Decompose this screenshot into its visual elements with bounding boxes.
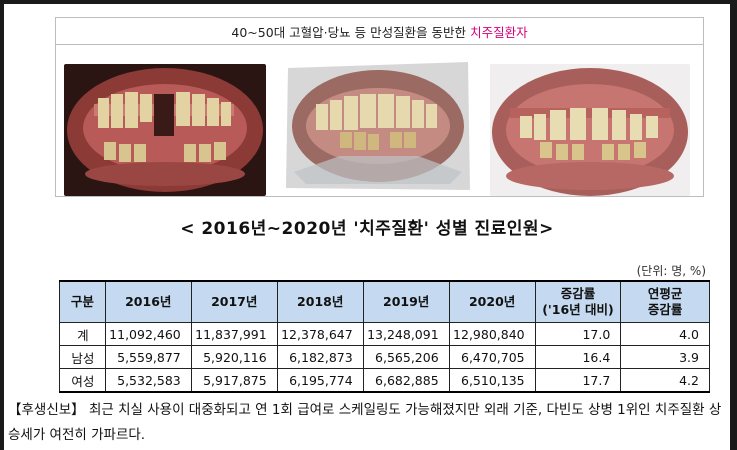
photo-caption: 40~50대 고혈압·당뇨 등 만성질환을 동반한 치주질환자 [56, 18, 703, 45]
table-title: < 2016년~2020년 '치주질환' 성별 진료인원> [180, 219, 554, 239]
table-cell: 4.0 [620, 322, 710, 346]
table-row: 여성 5,532,583 5,917,875 6,195,774 6,682,885 6,… [59, 368, 710, 393]
column-header: 2018년 [276, 280, 364, 323]
table-cell: 5,532,583 [104, 368, 192, 393]
row-label: 여성 [59, 368, 106, 393]
table-cell: 17.7 [534, 368, 622, 393]
unit-note: (단위: 명, %) [636, 264, 706, 278]
article-lead-text: 【후생신보】 최근 치실 사용이 대중화되고 연 1회 급여로 스케일링도 가능… [8, 402, 722, 443]
dental-photo-3 [490, 64, 690, 196]
table-row: 계 11,092,460 11,837,991 12,378,647 13,248,09… [59, 322, 710, 346]
article-page: 40~50대 고혈압·당뇨 등 만성질환을 동반한 치주질환자 [4, 4, 730, 450]
table-header-row: 구분 2016년 2017년 2018년 2019년 2020년 증감률 ('16년 대비)… [59, 280, 710, 323]
column-header: 2017년 [190, 280, 278, 323]
table-cell: 6,682,885 [362, 368, 450, 393]
table-cell: 5,917,875 [190, 368, 278, 393]
table-cell: 12,980,840 [448, 322, 536, 346]
table-cell: 17.0 [534, 322, 622, 346]
table-cell: 13,248,091 [362, 322, 450, 346]
table-cell: 11,837,991 [190, 322, 278, 346]
table-cell: 16.4 [534, 345, 622, 369]
photo-panel: 40~50대 고혈압·당뇨 등 만성질환을 동반한 치주질환자 [55, 17, 704, 197]
dental-photo-1 [64, 64, 266, 196]
caption-text: 40~50대 고혈압·당뇨 등 만성질환을 동반한 [231, 24, 467, 40]
table-row: 남성 5,559,877 5,920,116 6,182,873 6,565,206 6,… [59, 345, 710, 369]
table-cell: 6,195,774 [276, 368, 364, 393]
table-cell: 6,470,705 [448, 345, 536, 369]
column-header: 증감률 ('16년 대비) [534, 280, 622, 323]
column-header: 2020년 [448, 280, 536, 323]
column-header: 연평균 증감률 [620, 280, 710, 323]
table-cell: 4.2 [620, 368, 710, 393]
table-cell: 5,559,877 [104, 345, 192, 369]
patients-by-gender-table: 구분 2016년 2017년 2018년 2019년 2020년 증감률 ('16년 대비)… [59, 280, 710, 393]
table-cell: 12,378,647 [276, 322, 364, 346]
caption-highlight: 치주질환자 [470, 24, 528, 40]
table-cell: 11,092,460 [104, 322, 192, 346]
table-cell: 6,510,135 [448, 368, 536, 393]
column-header: 2019년 [362, 280, 450, 323]
table-cell: 6,565,206 [362, 345, 450, 369]
row-label: 남성 [59, 345, 106, 369]
row-label: 계 [59, 322, 106, 346]
table-cell: 5,920,116 [190, 345, 278, 369]
column-header: 구분 [59, 280, 106, 323]
table-cell: 3.9 [620, 345, 710, 369]
dental-photo-2 [280, 60, 476, 196]
column-header: 2016년 [104, 280, 192, 323]
table-cell: 6,182,873 [276, 345, 364, 369]
